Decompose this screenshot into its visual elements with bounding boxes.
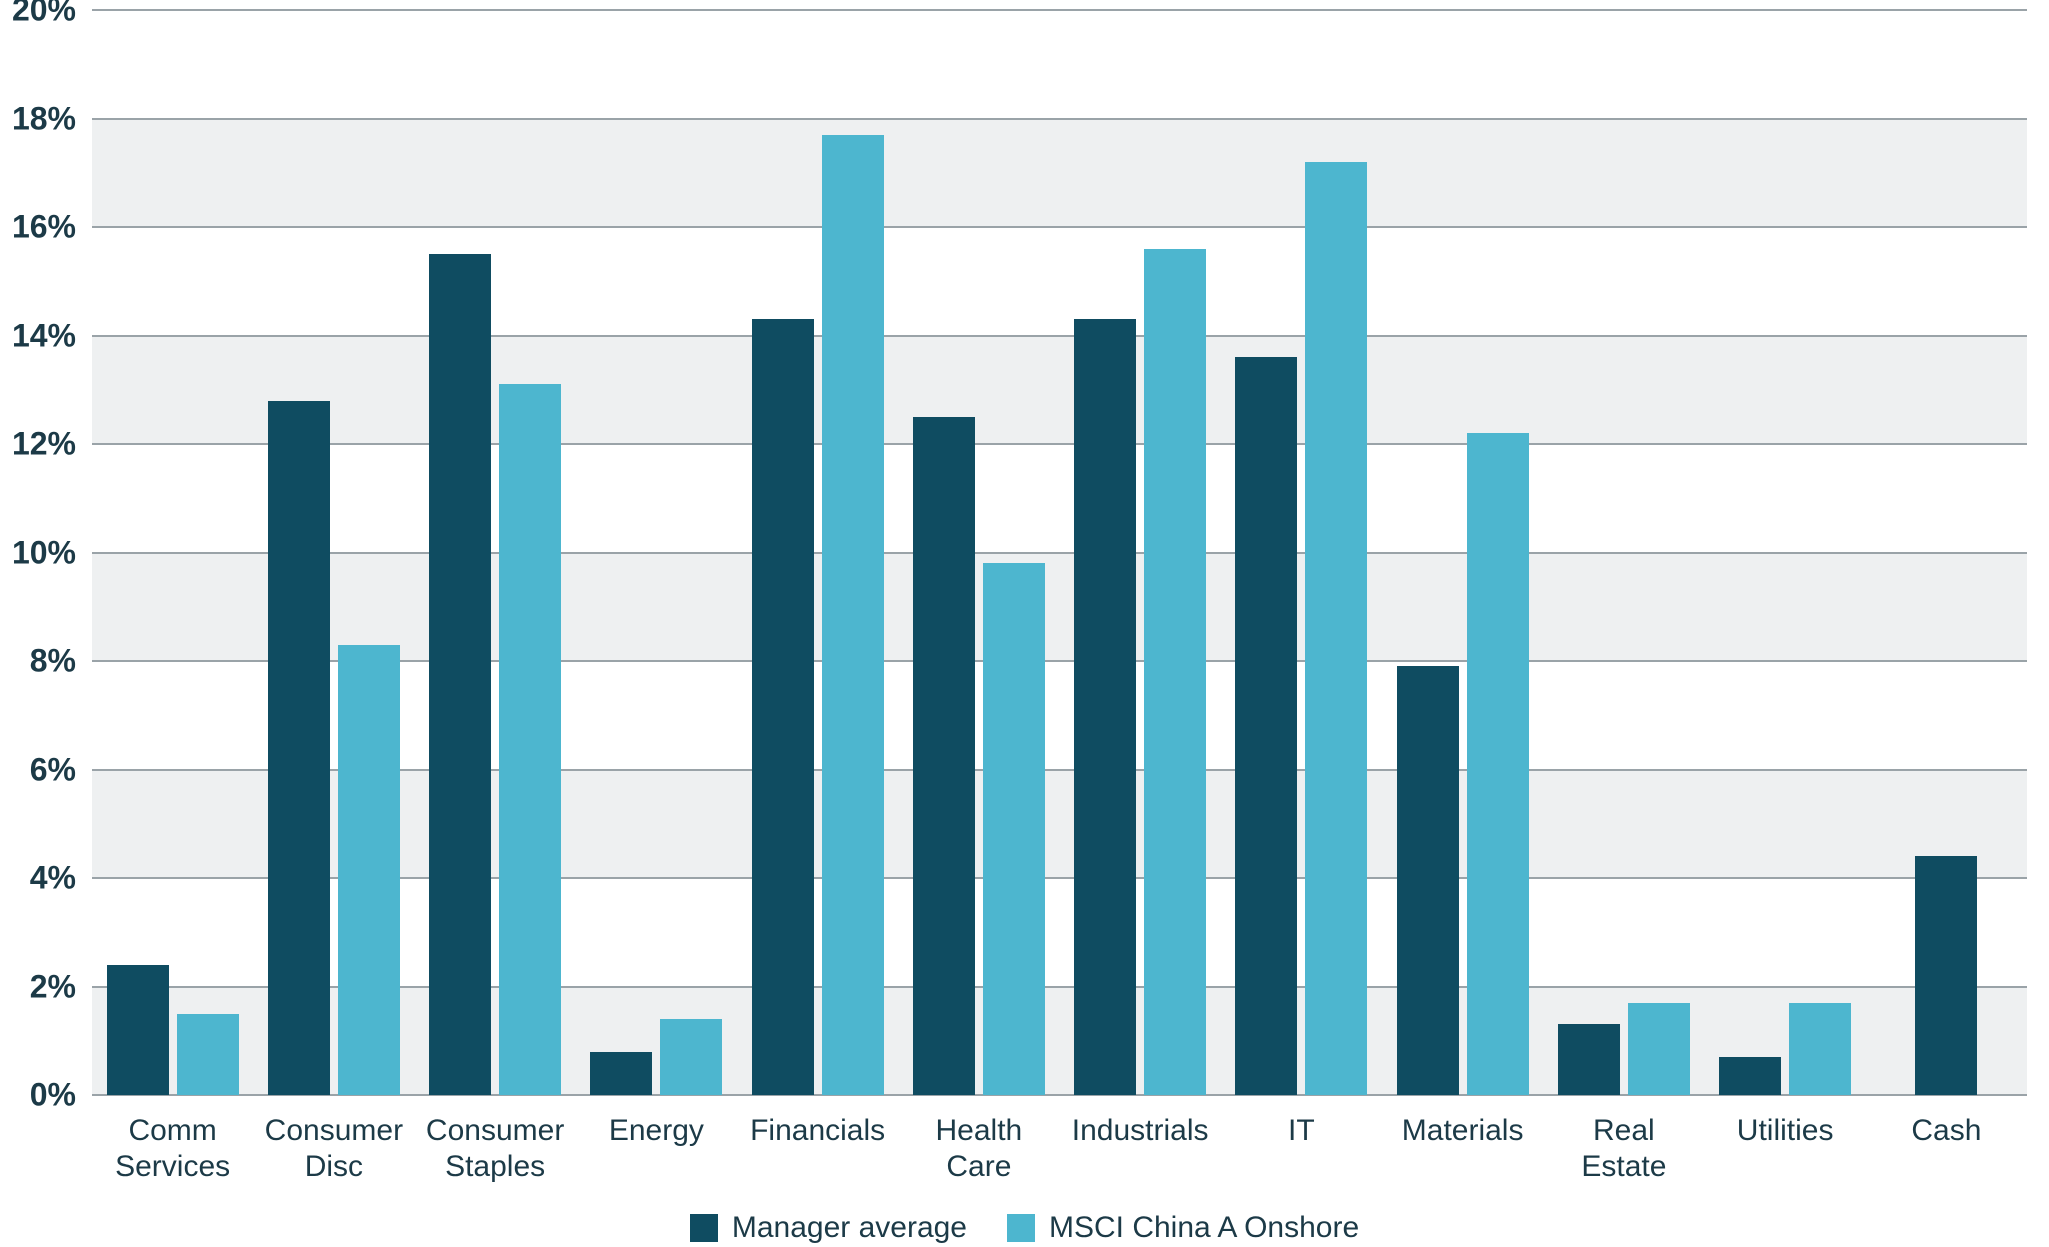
y-tick-label: 18% [0, 100, 76, 137]
x-tick-label: Financials [750, 1113, 885, 1149]
x-tick-label: IT [1288, 1113, 1315, 1149]
legend-swatch [1007, 1214, 1035, 1242]
y-tick-label: 8% [0, 643, 76, 680]
gridline [92, 226, 2027, 228]
legend-label: MSCI China A Onshore [1049, 1211, 1359, 1245]
x-tick-label: Cash [1911, 1113, 1981, 1149]
bar [1558, 1024, 1620, 1095]
bar [752, 319, 814, 1095]
bar [590, 1052, 652, 1095]
bar [660, 1019, 722, 1095]
legend-label: Manager average [732, 1211, 967, 1245]
gridline [92, 443, 2027, 445]
x-tick-label: Materials [1402, 1113, 1524, 1149]
bar [822, 135, 884, 1095]
bar [338, 645, 400, 1095]
bar [1719, 1057, 1781, 1095]
y-tick-label: 10% [0, 534, 76, 571]
y-tick-label: 2% [0, 968, 76, 1005]
plot-area [92, 10, 2027, 1095]
bar [107, 965, 169, 1095]
x-tick-label: Consumer Staples [426, 1113, 564, 1185]
gridline [92, 552, 2027, 554]
sector-allocation-chart: 0% 2% 4% 6% 8% 10% 12% 14% 16% 18% 20% Comm Servic… [0, 0, 2049, 1247]
gridline [92, 118, 2027, 120]
bar [1915, 856, 1977, 1095]
gridline [92, 9, 2027, 11]
bar [1144, 249, 1206, 1095]
bar [913, 417, 975, 1095]
bar [1235, 357, 1297, 1095]
bar [1074, 319, 1136, 1095]
legend-item: Manager average [690, 1211, 967, 1245]
bar [983, 563, 1045, 1095]
y-tick-label: 14% [0, 317, 76, 354]
x-tick-label: Health Care [936, 1113, 1023, 1185]
x-tick-label: Real Estate [1581, 1113, 1666, 1185]
plot-band [92, 444, 2027, 553]
bar [268, 401, 330, 1095]
plot-band [92, 336, 2027, 445]
bar [1628, 1003, 1690, 1095]
y-tick-label: 16% [0, 209, 76, 246]
x-tick-label: Industrials [1072, 1113, 1209, 1149]
y-tick-label: 20% [0, 0, 76, 29]
y-tick-label: 4% [0, 860, 76, 897]
bar [1789, 1003, 1851, 1095]
bar [1305, 162, 1367, 1095]
legend: Manager average MSCI China A Onshore [0, 1211, 2049, 1245]
bar [429, 254, 491, 1095]
plot-band [92, 227, 2027, 336]
x-tick-label: Comm Services [115, 1113, 230, 1185]
y-tick-label: 0% [0, 1077, 76, 1114]
bar [1397, 666, 1459, 1095]
x-axis-ticks: Comm Services Consumer Disc Consumer Stapl… [92, 1113, 2027, 1193]
legend-item: MSCI China A Onshore [1007, 1211, 1359, 1245]
bar [499, 384, 561, 1095]
x-tick-label: Utilities [1737, 1113, 1834, 1149]
y-tick-label: 12% [0, 426, 76, 463]
y-tick-label: 6% [0, 751, 76, 788]
plot-band [92, 119, 2027, 228]
bar [177, 1014, 239, 1095]
plot-band [92, 10, 2027, 119]
legend-swatch [690, 1214, 718, 1242]
x-tick-label: Energy [609, 1113, 704, 1149]
bar [1467, 433, 1529, 1095]
x-tick-label: Consumer Disc [265, 1113, 403, 1185]
gridline [92, 335, 2027, 337]
